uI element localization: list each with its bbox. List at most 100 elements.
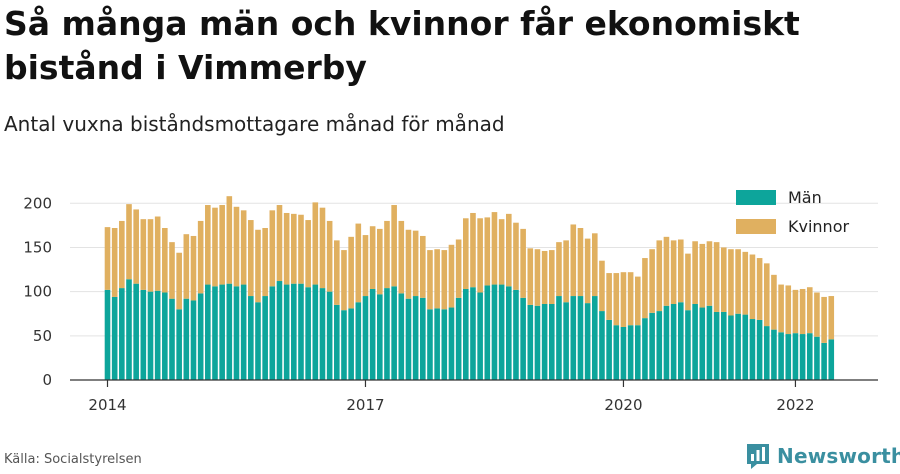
bar-women [599, 260, 605, 312]
bar-men [190, 300, 197, 380]
bar-men [470, 287, 476, 380]
bar-men [577, 296, 584, 380]
bar-women [656, 240, 663, 312]
bar-men [477, 292, 483, 380]
bar-women [534, 249, 541, 306]
brand-logo: Newsworthy [745, 441, 900, 471]
legend-swatch-men [736, 190, 776, 205]
bar-men [670, 304, 677, 380]
bar-men [154, 290, 161, 380]
bar-men [448, 307, 455, 380]
bar-women [305, 220, 311, 288]
bar-women [627, 272, 634, 326]
bar-women [183, 234, 190, 299]
bar-women [735, 249, 741, 314]
bar-men [334, 304, 340, 380]
bar-men [119, 288, 125, 380]
bar-men [599, 311, 605, 380]
bar-men [663, 305, 670, 380]
bar-men [806, 333, 813, 380]
bar-women [391, 205, 397, 287]
bar-men [219, 284, 225, 380]
bar-men [212, 286, 218, 380]
bar-women [455, 239, 462, 298]
bar-women [785, 285, 792, 335]
bar-women [169, 242, 175, 299]
bar-women [520, 228, 526, 298]
bar-women [162, 228, 168, 293]
bar-women [570, 224, 577, 297]
bar-men [692, 304, 698, 380]
bar-men [420, 297, 426, 380]
bar-men [140, 289, 147, 380]
bar-women [541, 250, 548, 304]
bar-women [685, 253, 691, 311]
bar-men [312, 284, 319, 380]
bar-men [527, 304, 534, 380]
bar-women [205, 205, 211, 285]
bar-men [484, 285, 491, 380]
bar-men [233, 286, 240, 380]
bar-men [226, 283, 233, 380]
x-tick-label: 2020 [604, 396, 642, 414]
bar-men [634, 325, 641, 380]
bar-women [606, 273, 612, 320]
chart-title: Så många män och kvinnor får ekonomiskt … [4, 4, 800, 87]
bar-men [728, 315, 734, 380]
bar-men [348, 308, 354, 380]
bar-men [677, 302, 684, 380]
bar-women [699, 243, 706, 308]
bar-men [405, 298, 412, 380]
bar-men [341, 310, 347, 380]
bar-men [305, 287, 311, 380]
bar-women [398, 220, 405, 294]
bar-women [362, 235, 369, 297]
bar-men [133, 283, 139, 380]
x-tick-label: 2014 [88, 396, 126, 414]
bar-series [104, 196, 835, 380]
bar-women [742, 251, 749, 315]
bar-men [369, 288, 376, 380]
bar-men [262, 296, 268, 380]
source-note: Källa: Socialstyrelsen [4, 452, 142, 467]
bar-women [763, 263, 770, 327]
bar-women [312, 202, 319, 285]
bar-women [197, 220, 204, 294]
bar-women [126, 204, 132, 280]
bar-men [491, 284, 498, 380]
bar-women [613, 273, 620, 326]
bar-men [541, 304, 548, 380]
bar-women [484, 217, 491, 286]
bar-men [620, 326, 627, 380]
bar-men [498, 284, 505, 380]
bar-women [792, 289, 799, 334]
bar-men [126, 279, 132, 380]
bar-women [821, 296, 827, 343]
bar-men [147, 291, 154, 380]
bar-women [778, 284, 784, 333]
bar-men [104, 289, 111, 380]
bar-men [556, 296, 562, 380]
bar-women [677, 239, 684, 303]
newsworthy-logo-icon [747, 444, 769, 469]
bar-women [713, 242, 720, 312]
legend-label-men: Män [788, 188, 822, 207]
bar-women [291, 213, 297, 284]
bar-women [591, 233, 598, 297]
bar-women [326, 220, 333, 292]
y-tick-label: 100 [23, 283, 52, 301]
bar-men [584, 303, 591, 380]
bar-men [463, 288, 469, 380]
legend: Män Kvinnor [736, 188, 849, 236]
bar-men [183, 298, 190, 380]
bar-women [276, 205, 283, 282]
bar-men [377, 294, 383, 380]
bar-men [276, 281, 283, 380]
x-tick-label: 2017 [346, 396, 384, 414]
bar-men [169, 298, 175, 380]
bar-women [298, 214, 304, 284]
bar-men [455, 297, 462, 380]
bar-men [283, 284, 290, 380]
bar-women [649, 249, 655, 313]
bar-women [577, 228, 584, 297]
